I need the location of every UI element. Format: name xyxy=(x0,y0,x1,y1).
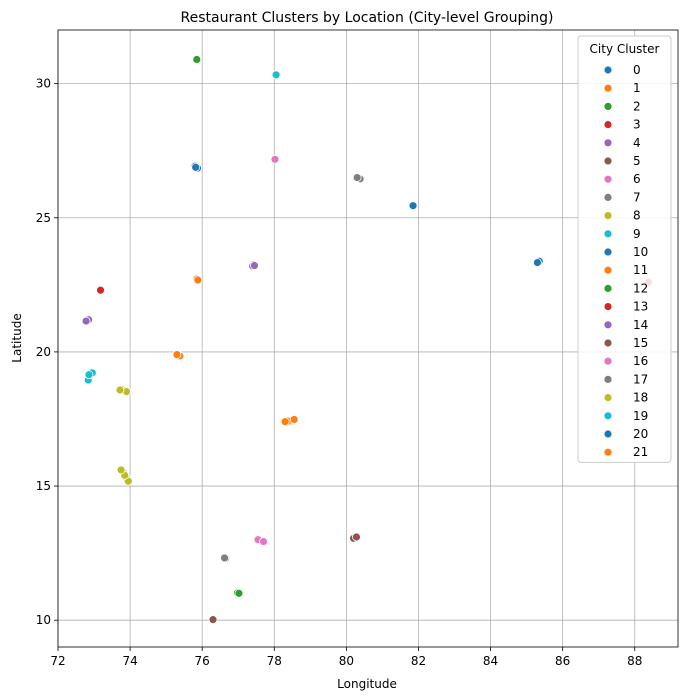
legend-label: 9 xyxy=(633,227,641,241)
cluster-5-point xyxy=(352,532,361,542)
legend-marker xyxy=(603,338,613,348)
legend-label: 10 xyxy=(633,245,648,259)
cluster-4-point xyxy=(81,316,91,326)
legend-label: 2 xyxy=(633,99,641,113)
legend-label: 13 xyxy=(633,300,648,314)
x-tick-label: 78 xyxy=(267,654,282,668)
cluster-2-point xyxy=(234,588,244,598)
legend-marker xyxy=(603,374,613,384)
cluster-17-point xyxy=(220,553,229,563)
cluster-20-point xyxy=(408,201,418,211)
legend-label: 19 xyxy=(633,409,648,423)
cluster-7-point xyxy=(352,173,362,182)
legend-label: 1 xyxy=(633,81,641,95)
x-tick-label: 72 xyxy=(50,654,65,668)
legend-label: 3 xyxy=(633,118,641,132)
legend-marker xyxy=(603,447,613,457)
legend-label: 16 xyxy=(633,354,648,368)
x-tick-label: 86 xyxy=(555,654,570,668)
y-tick-label: 20 xyxy=(36,345,51,359)
cluster-8-point xyxy=(115,385,125,395)
legend-label: 5 xyxy=(633,154,641,168)
data-points xyxy=(81,55,653,625)
cluster-16-point xyxy=(270,154,280,164)
legend-label: 20 xyxy=(633,427,648,441)
y-axis-ticks: 10 15 20 25 30 xyxy=(36,77,58,627)
cluster-19-point xyxy=(84,370,94,380)
legend-marker xyxy=(603,138,613,148)
legend-label: 8 xyxy=(633,209,641,223)
legend: City Cluster0123456789101112131415161718… xyxy=(577,35,672,463)
legend-marker xyxy=(603,265,613,275)
legend-label: 0 xyxy=(633,63,641,77)
legend-marker xyxy=(603,174,613,184)
y-tick-label: 10 xyxy=(36,613,51,627)
legend-marker xyxy=(603,320,613,330)
legend-label: 7 xyxy=(633,190,641,204)
legend-marker xyxy=(603,411,613,421)
legend-marker xyxy=(603,247,613,257)
legend-marker xyxy=(603,65,613,75)
cluster-1-point xyxy=(289,415,299,424)
legend-label: 6 xyxy=(633,172,641,186)
cluster-11-point xyxy=(193,275,203,285)
cluster-12-point xyxy=(192,55,202,64)
cluster-10-point xyxy=(533,258,542,267)
y-tick-label: 30 xyxy=(36,77,51,91)
cluster-0-point xyxy=(191,162,201,172)
legend-marker xyxy=(603,229,613,239)
cluster-14-point xyxy=(250,261,259,270)
legend-marker xyxy=(603,429,613,439)
x-tick-label: 82 xyxy=(411,654,426,668)
y-tick-label: 15 xyxy=(36,479,51,493)
cluster-18-point xyxy=(116,465,126,475)
legend-box xyxy=(577,35,672,463)
x-tick-label: 76 xyxy=(195,654,210,668)
y-tick-label: 25 xyxy=(36,211,51,225)
legend-marker xyxy=(603,283,613,293)
x-tick-label: 84 xyxy=(483,654,498,668)
plot-frame xyxy=(57,29,679,648)
y-axis-label: Latitude xyxy=(10,313,24,362)
x-tick-label: 88 xyxy=(627,654,642,668)
x-axis-label: Longitude xyxy=(337,677,397,691)
x-axis-ticks: 72 74 76 78 80 82 84 86 88 xyxy=(50,647,642,668)
x-tick-label: 74 xyxy=(122,654,137,668)
chart-title: Restaurant Clusters by Location (City-le… xyxy=(181,10,554,26)
legend-label: 15 xyxy=(633,336,648,350)
legend-marker xyxy=(603,156,613,166)
legend-marker xyxy=(603,120,613,129)
legend-title: City Cluster xyxy=(590,42,660,56)
cluster-9-point xyxy=(271,70,281,80)
legend-marker xyxy=(603,211,613,221)
cluster-6-point xyxy=(259,537,268,546)
legend-label: 14 xyxy=(633,318,648,332)
cluster-15-point xyxy=(208,615,218,625)
legend-label: 4 xyxy=(633,136,641,150)
cluster-1-point xyxy=(280,417,290,427)
legend-marker xyxy=(603,83,613,93)
legend-marker xyxy=(603,192,613,202)
legend-label: 12 xyxy=(633,281,648,295)
legend-label: 17 xyxy=(633,372,648,386)
legend-label: 18 xyxy=(633,391,648,405)
cluster-21-point xyxy=(172,350,182,359)
cluster-13-point xyxy=(96,285,105,295)
legend-marker xyxy=(603,356,613,366)
legend-marker xyxy=(603,302,613,312)
legend-marker xyxy=(603,102,613,111)
legend-label: 11 xyxy=(633,263,648,277)
legend-marker xyxy=(603,393,613,403)
legend-label: 21 xyxy=(633,445,648,459)
x-tick-label: 80 xyxy=(339,654,354,668)
